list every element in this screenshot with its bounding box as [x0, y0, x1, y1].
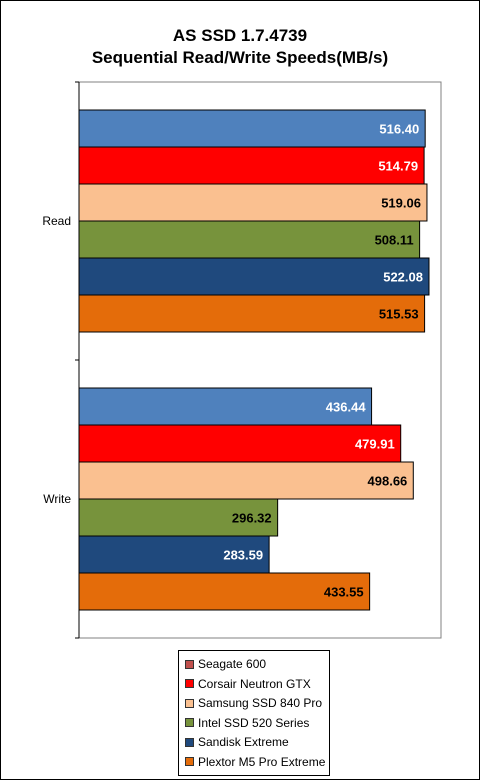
legend-label: Plextor M5 Pro Extreme [198, 754, 326, 769]
bar-value-label: 498.66 [368, 474, 408, 489]
bar-value-label: 508.11 [375, 233, 414, 248]
bar [78, 220, 421, 259]
bar [78, 461, 414, 500]
bar-value-label: 515.53 [379, 307, 419, 322]
bar [78, 424, 402, 463]
bar-value-label: 433.55 [324, 585, 364, 600]
bar-value-label: 436.44 [326, 400, 367, 415]
bar [78, 109, 426, 148]
bar [78, 572, 371, 611]
bar-value-label: 514.79 [378, 159, 418, 174]
legend-swatch [185, 737, 194, 747]
legend-item: Sandisk Extreme [185, 733, 289, 751]
bar-value-label: 479.91 [355, 437, 395, 452]
legend-label: Samsung SSD 840 Pro [198, 696, 323, 710]
bar [78, 294, 426, 333]
bar [78, 146, 425, 185]
bar-value-label: 283.59 [223, 548, 263, 563]
legend-item: Intel SSD 520 Series [185, 714, 309, 732]
bar [78, 535, 270, 574]
legend-item: Plextor M5 Pro Extreme [185, 753, 325, 771]
category-label: Write [43, 492, 71, 506]
chart-title: AS SSD 1.7.4739 [172, 26, 308, 45]
bar [78, 498, 279, 537]
legend-swatch [185, 679, 194, 688]
bar-value-label: 519.06 [381, 196, 421, 211]
bar [78, 183, 428, 222]
bar-value-label: 516.40 [379, 122, 419, 137]
legend-label: Seagate 600 [198, 657, 267, 671]
chart-subtitle: Sequential Read/Write Speeds(MB/s) [91, 48, 389, 67]
legend-swatch [185, 659, 194, 669]
legend-item: Samsung SSD 840 Pro [185, 694, 322, 712]
legend-swatch [185, 698, 194, 708]
bar [78, 257, 430, 296]
bar-value-label: 296.32 [232, 511, 272, 526]
legend-swatch [185, 718, 194, 727]
legend-label: Corsair Neutron GTX [198, 676, 311, 691]
bar-series-group: 516.40 514.79 519.06 508.11 522.08 515.53 436.… [78, 109, 430, 611]
category-label: Read [42, 214, 71, 228]
legend-label: Intel SSD 520 Series [198, 715, 310, 730]
legend-label: Sandisk Extreme [198, 735, 289, 749]
bar-value-label: 522.08 [383, 270, 423, 285]
legend-item: Seagate 600 [185, 655, 266, 673]
category-labels: Read Write [42, 214, 71, 506]
legend-swatch [185, 757, 194, 766]
legend: Seagate 600 Corsair Neutron GTX Samsung SS… [178, 650, 330, 776]
legend-item: Corsair Neutron GTX [185, 675, 311, 693]
